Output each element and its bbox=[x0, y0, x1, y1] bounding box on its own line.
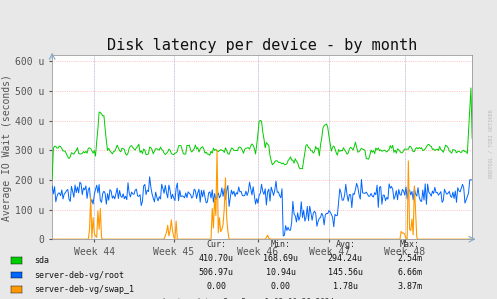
Text: 1.78u: 1.78u bbox=[333, 283, 358, 292]
Text: 6.66m: 6.66m bbox=[398, 268, 422, 277]
Text: 410.70u: 410.70u bbox=[199, 254, 234, 263]
Text: Max:: Max: bbox=[400, 240, 420, 249]
Text: 10.94u: 10.94u bbox=[266, 268, 296, 277]
Text: 0.00: 0.00 bbox=[206, 283, 226, 292]
Text: 168.69u: 168.69u bbox=[263, 254, 298, 263]
Text: sda: sda bbox=[34, 256, 49, 265]
Text: Last update: Sun Dec  1 02:00:28 2024: Last update: Sun Dec 1 02:00:28 2024 bbox=[163, 298, 334, 299]
Text: 2.54m: 2.54m bbox=[398, 254, 422, 263]
Text: RRDTOOL / TOBI OETIKER: RRDTOOL / TOBI OETIKER bbox=[489, 109, 494, 178]
Text: 0.00: 0.00 bbox=[271, 283, 291, 292]
Title: Disk latency per device - by month: Disk latency per device - by month bbox=[107, 38, 417, 53]
Text: server-deb-vg/swap_1: server-deb-vg/swap_1 bbox=[34, 285, 134, 294]
Text: Avg:: Avg: bbox=[335, 240, 355, 249]
Text: Cur:: Cur: bbox=[206, 240, 226, 249]
Text: server-deb-vg/root: server-deb-vg/root bbox=[34, 271, 124, 280]
Text: Min:: Min: bbox=[271, 240, 291, 249]
Y-axis label: Average IO Wait (seconds): Average IO Wait (seconds) bbox=[2, 74, 12, 221]
Text: 145.56u: 145.56u bbox=[328, 268, 363, 277]
Text: 294.24u: 294.24u bbox=[328, 254, 363, 263]
Text: 506.97u: 506.97u bbox=[199, 268, 234, 277]
Text: 3.87m: 3.87m bbox=[398, 283, 422, 292]
